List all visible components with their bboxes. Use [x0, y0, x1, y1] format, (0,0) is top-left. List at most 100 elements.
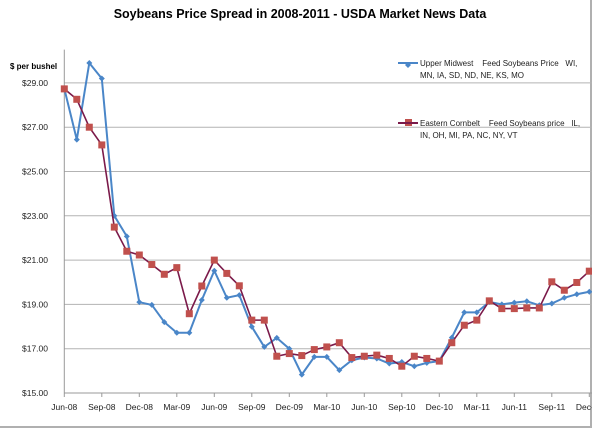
- x-tick-label: Dec-08: [126, 402, 154, 412]
- y-tick-label: $27.00: [22, 122, 48, 132]
- data-point-square: [173, 264, 181, 272]
- x-tick-label: Jun-08: [51, 402, 77, 412]
- chart-title: Soybeans Price Spread in 2008-2011 - USD…: [113, 7, 487, 21]
- data-point-square: [98, 141, 106, 149]
- data-point-square: [323, 343, 331, 351]
- data-point-diamond: [336, 367, 343, 374]
- data-point-diamond: [448, 334, 455, 341]
- data-point-diamond: [148, 301, 155, 308]
- data-point-square: [223, 269, 231, 277]
- data-point-square: [585, 267, 592, 275]
- y-tick-label: $25.00: [22, 167, 48, 177]
- data-point-diamond: [386, 360, 393, 367]
- data-point-diamond: [586, 288, 592, 295]
- data-point-diamond: [473, 309, 480, 316]
- data-point-square: [498, 305, 506, 313]
- y-tick-label: $17.00: [22, 344, 48, 354]
- x-tick-label: Dec-09: [276, 402, 304, 412]
- legend-item-upper-midwest: Upper Midwest Feed Soybeans Price WI, MN…: [398, 58, 598, 82]
- legend-item-eastern-cornbelt: Eastern Cornbelt Feed Soybeans price IL,…: [398, 118, 598, 142]
- x-tick-label: Dec-10: [426, 402, 454, 412]
- data-point-diamond: [561, 294, 568, 301]
- data-point-square: [510, 305, 518, 313]
- data-point-square: [373, 351, 381, 359]
- data-point-square: [260, 316, 268, 324]
- data-point-square: [185, 310, 193, 318]
- x-tick-label: Jun-10: [351, 402, 377, 412]
- x-tick-label: Mar-10: [313, 402, 340, 412]
- data-point-square: [348, 354, 356, 362]
- data-point-diamond: [86, 59, 93, 66]
- data-point-square: [460, 321, 468, 329]
- data-point-square: [85, 123, 93, 131]
- data-point-diamond: [173, 329, 180, 336]
- data-point-square: [110, 223, 118, 231]
- data-point-square: [573, 278, 581, 286]
- data-point-diamond: [98, 75, 105, 82]
- data-point-diamond: [73, 136, 80, 143]
- data-point-square: [310, 346, 318, 354]
- data-point-square: [335, 339, 343, 347]
- data-point-square: [298, 352, 306, 360]
- data-point-diamond: [223, 294, 230, 301]
- legend-swatch-blue: [398, 62, 418, 64]
- data-point-square: [423, 354, 431, 362]
- data-point-square: [198, 282, 206, 290]
- data-point-diamond: [261, 343, 268, 350]
- data-point-diamond: [273, 334, 280, 341]
- data-point-square: [385, 354, 393, 362]
- data-point-diamond: [573, 291, 580, 298]
- data-point-square: [285, 350, 293, 358]
- x-tick-label: Jun-11: [502, 402, 528, 412]
- x-tick-label: Jun-09: [201, 402, 227, 412]
- x-tick-label: Mar-11: [464, 402, 491, 412]
- x-tick-label: Sep-09: [238, 402, 266, 412]
- data-point-square: [248, 316, 256, 324]
- data-point-diamond: [236, 292, 243, 299]
- data-point-diamond: [511, 299, 518, 306]
- y-tick-label: $15.00: [22, 388, 48, 398]
- data-point-square: [473, 316, 481, 324]
- data-point-diamond: [323, 353, 330, 360]
- data-point-diamond: [298, 371, 305, 378]
- data-point-square: [360, 352, 368, 360]
- x-tick-label: Sep-10: [388, 402, 416, 412]
- data-point-diamond: [311, 353, 318, 360]
- x-tick-label: Mar-09: [163, 402, 190, 412]
- data-point-square: [548, 278, 556, 286]
- legend-label: Eastern Cornbelt Feed Soybeans price IL,…: [420, 119, 583, 140]
- x-tick-label: Sep-11: [538, 402, 565, 412]
- data-point-diamond: [548, 300, 555, 307]
- data-point-diamond: [161, 319, 168, 326]
- data-point-diamond: [248, 323, 255, 330]
- data-point-diamond: [123, 233, 130, 240]
- data-point-square: [123, 247, 131, 255]
- data-point-diamond: [211, 267, 218, 274]
- data-point-square: [398, 362, 406, 370]
- data-point-square: [135, 251, 143, 259]
- data-point-square: [73, 95, 81, 103]
- data-point-square: [485, 297, 493, 305]
- data-point-diamond: [461, 309, 468, 316]
- series-line-0: [63, 60, 590, 377]
- y-tick-label: $29.00: [22, 78, 48, 88]
- y-tick-label: $23.00: [22, 211, 48, 221]
- data-point-square: [560, 286, 568, 294]
- data-point-square: [410, 352, 418, 360]
- legend-swatch-red: [398, 122, 418, 124]
- data-point-square: [435, 357, 443, 365]
- data-point-square: [523, 304, 531, 312]
- data-point-square: [535, 304, 543, 312]
- data-point-diamond: [198, 296, 205, 303]
- data-point-square: [60, 85, 68, 93]
- data-point-diamond: [411, 363, 418, 370]
- data-point-square: [160, 270, 168, 278]
- data-point-diamond: [186, 329, 193, 336]
- data-point-diamond: [136, 299, 143, 306]
- x-tick-label: Sep-08: [88, 402, 116, 412]
- data-point-square: [210, 256, 218, 264]
- data-point-square: [148, 261, 156, 269]
- y-axis-label: $ per bushel: [10, 62, 58, 71]
